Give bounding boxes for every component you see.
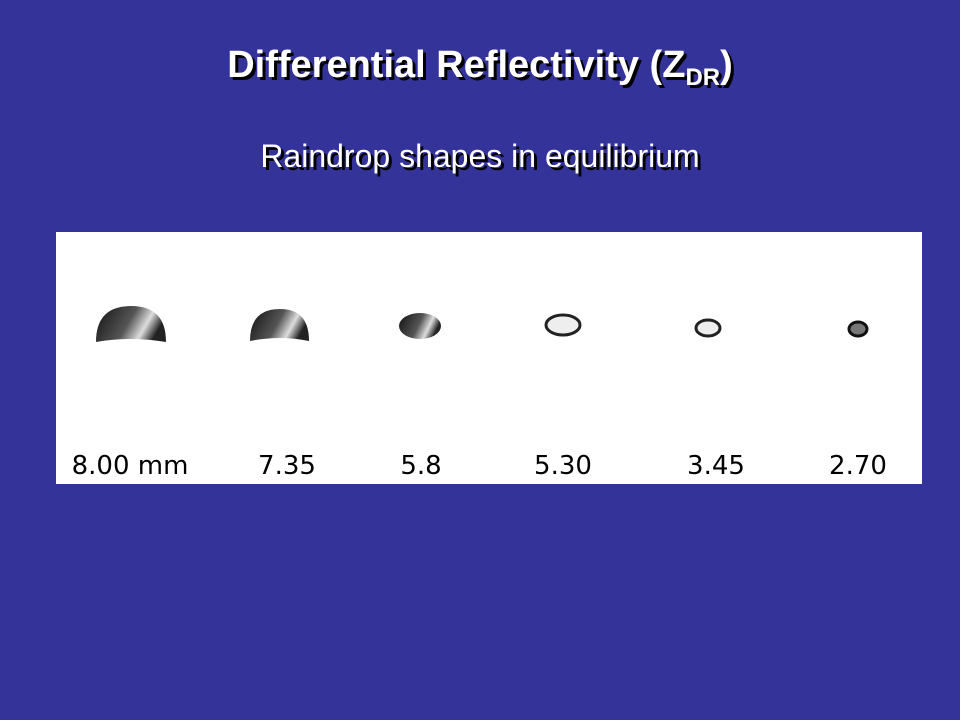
drop-labels: 8.00 mm 7.35 5.8 5.30 3.45 2.70 <box>72 451 887 481</box>
drop <box>694 318 722 338</box>
drop-label: 8.00 mm <box>72 451 189 481</box>
figure-svg: 8.00 mm 7.35 5.8 5.30 3.45 2.70 <box>72 306 887 481</box>
drops <box>96 306 869 342</box>
drop <box>96 306 166 342</box>
drop-label: 2.70 <box>829 451 887 481</box>
drop <box>250 309 309 341</box>
title-subscript: DR <box>685 64 721 91</box>
title-text: Differential Reflectivity (Z <box>227 44 686 86</box>
drop <box>847 320 869 338</box>
slide-title: Differential Reflectivity (ZDR) <box>0 44 960 92</box>
slide-subtitle: Raindrop shapes in equilibrium <box>260 138 700 174</box>
title-suffix: ) <box>720 44 733 86</box>
drop-label: 3.45 <box>687 451 745 481</box>
drop-label: 5.8 <box>400 451 441 481</box>
drop <box>544 313 582 337</box>
raindrop-figure: 8.00 mm 7.35 5.8 5.30 3.45 2.70 <box>56 232 922 484</box>
drop-label: 7.35 <box>258 451 316 481</box>
drop-label: 5.30 <box>534 451 592 481</box>
drop <box>399 313 441 339</box>
